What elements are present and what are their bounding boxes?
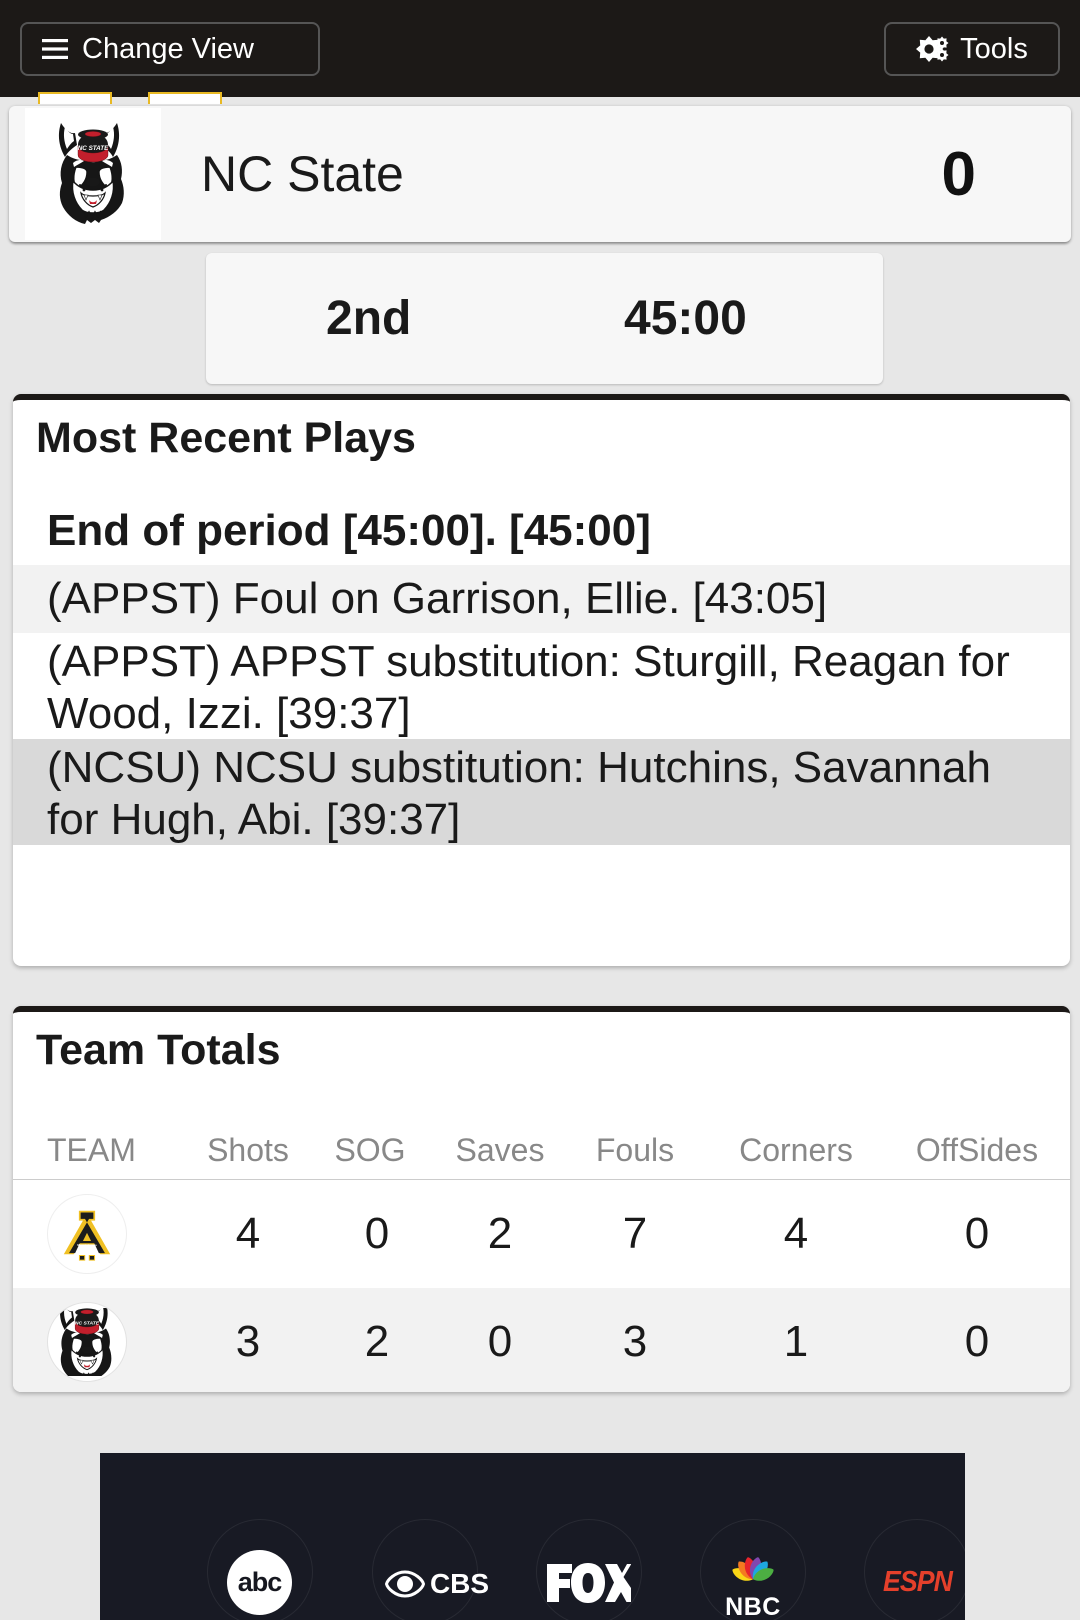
svg-text:NC STATE: NC STATE	[78, 145, 109, 152]
svg-text:NC STATE: NC STATE	[75, 1321, 100, 1327]
svg-text:Mountaineers: Mountaineers	[77, 1243, 97, 1247]
